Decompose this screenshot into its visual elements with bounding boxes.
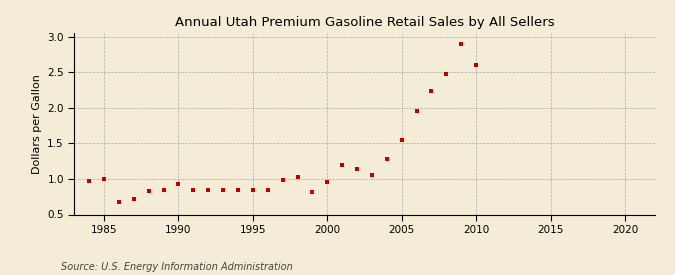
- Text: Source: U.S. Energy Information Administration: Source: U.S. Energy Information Administ…: [61, 262, 292, 272]
- Point: [188, 187, 198, 192]
- Point: [426, 89, 437, 93]
- Point: [99, 177, 109, 181]
- Point: [202, 187, 213, 192]
- Point: [352, 167, 362, 171]
- Point: [84, 179, 95, 183]
- Point: [128, 197, 139, 201]
- Point: [233, 187, 244, 192]
- Point: [113, 199, 124, 204]
- Point: [248, 188, 259, 192]
- Point: [367, 173, 377, 178]
- Point: [381, 157, 392, 161]
- Point: [292, 175, 303, 180]
- Point: [396, 138, 407, 142]
- Y-axis label: Dollars per Gallon: Dollars per Gallon: [32, 74, 42, 174]
- Point: [277, 177, 288, 182]
- Point: [456, 42, 466, 46]
- Point: [143, 189, 154, 193]
- Point: [441, 72, 452, 76]
- Point: [158, 188, 169, 192]
- Point: [307, 189, 318, 194]
- Point: [337, 163, 348, 167]
- Point: [173, 182, 184, 186]
- Point: [322, 180, 333, 185]
- Point: [263, 187, 273, 192]
- Title: Annual Utah Premium Gasoline Retail Sales by All Sellers: Annual Utah Premium Gasoline Retail Sale…: [175, 16, 554, 29]
- Point: [470, 63, 481, 67]
- Point: [218, 187, 229, 192]
- Point: [411, 109, 422, 114]
